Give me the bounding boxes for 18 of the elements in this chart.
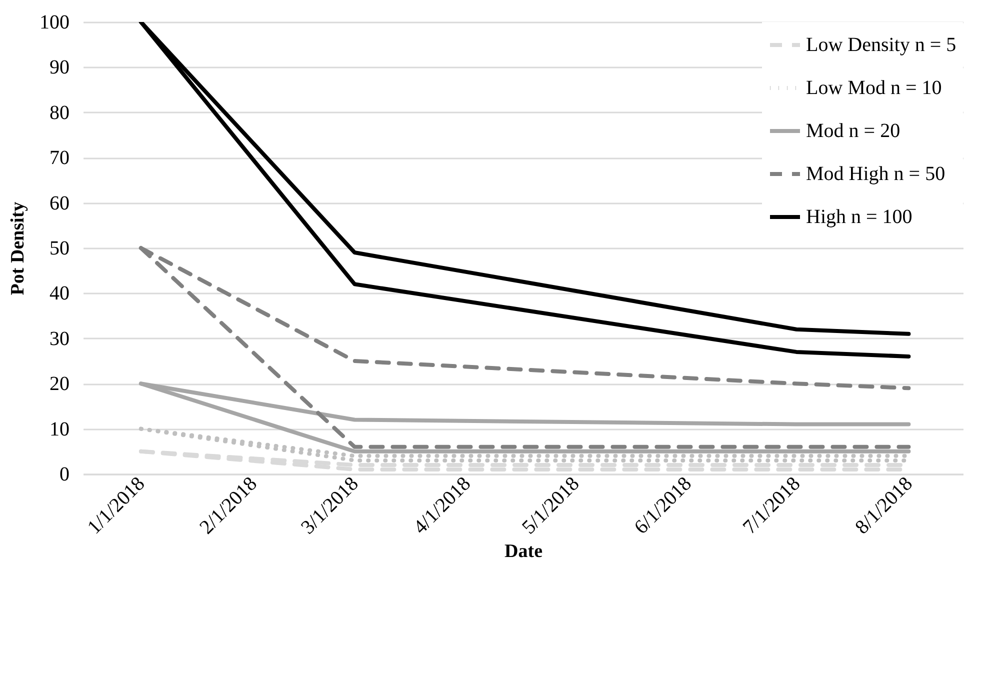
y-tick-label: 40 [50,282,70,305]
y-tick-label: 50 [50,238,70,260]
y-tick-label: 80 [50,102,70,124]
y-axis-title: Pot Density [8,201,28,296]
y-tick-label: 0 [60,464,70,486]
legend-label: Low Density n = 5 [806,34,956,56]
y-tick-label: 60 [50,192,70,214]
legend-label: Low Mod n = 10 [806,77,942,99]
x-axis-title: Date [504,540,542,562]
y-tick-label: 100 [40,12,70,34]
y-tick-label: 70 [50,147,70,170]
legend-label: Mod High n = 50 [806,163,946,185]
y-tick-label: 90 [50,56,70,79]
legend-label: High n = 100 [806,206,912,228]
y-tick-label: 10 [50,418,70,440]
y-tick-label: 20 [50,373,70,396]
y-tick-label: 30 [50,328,70,350]
legend-label: Mod n = 20 [806,120,900,142]
